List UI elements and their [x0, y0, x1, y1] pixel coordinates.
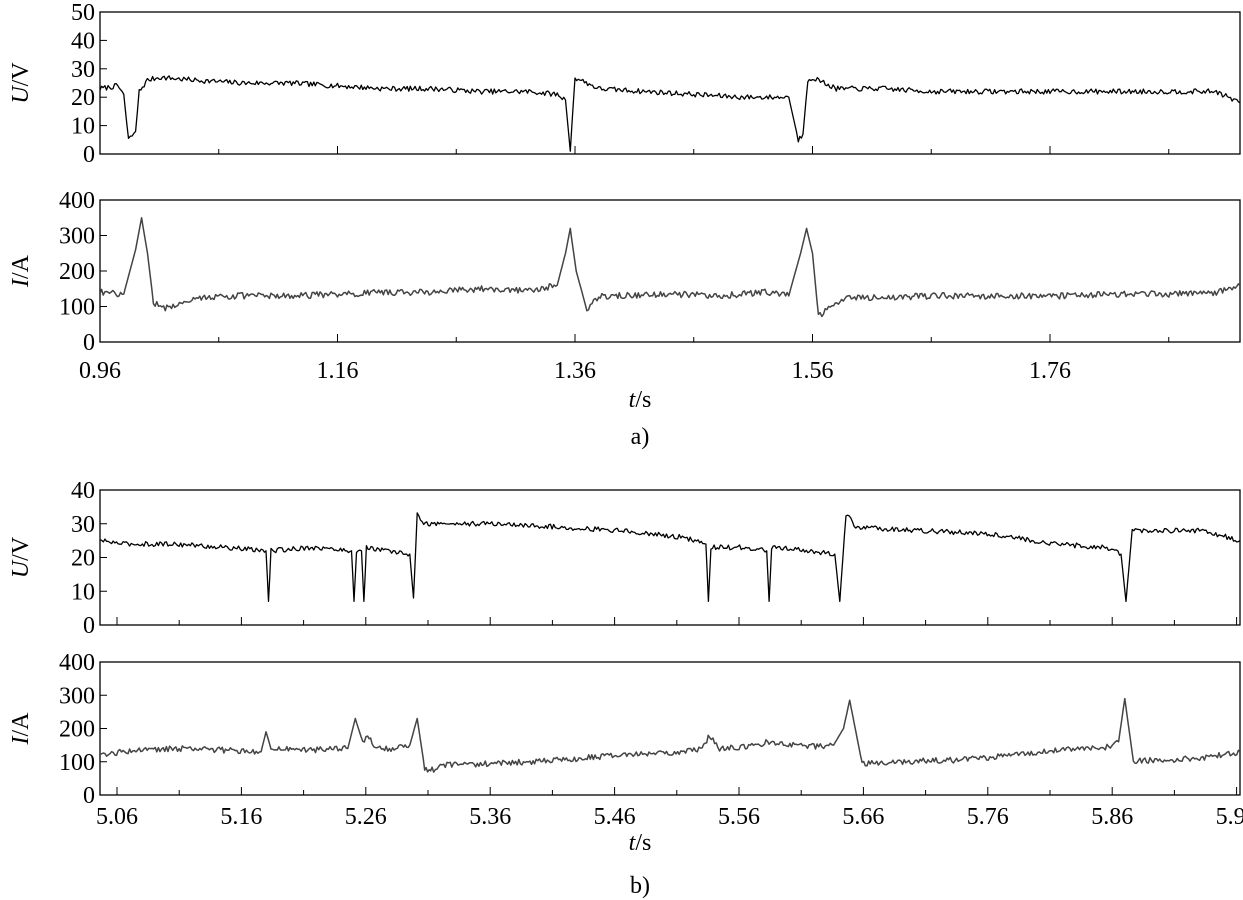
x-axis-label-unit: /s: [635, 387, 651, 413]
y-tick-label: 400: [59, 188, 95, 214]
x-tick-label: 5.16: [220, 804, 262, 830]
y-tick-label: 200: [59, 717, 95, 743]
y-axis-label-var: I: [8, 278, 34, 288]
y-axis-label-unit: /A: [8, 712, 34, 737]
y-tick-label: 10: [71, 579, 95, 605]
y-axis-label-var: I: [8, 736, 34, 746]
x-tick-label: 5.96: [1216, 804, 1243, 830]
x-tick-label: 1.16: [317, 358, 359, 384]
y-tick-label: 0: [83, 142, 95, 168]
x-tick-label: 0.96: [79, 358, 121, 384]
plot-b-current: 0 100 200 300 400 I/A: [8, 650, 1241, 809]
plot-frame: [99, 199, 1241, 343]
y-axis-label-unit: /A: [8, 254, 34, 279]
x-tick-label: 5.06: [96, 804, 138, 830]
y-tick-label: 30: [71, 512, 95, 538]
plot-frame: [99, 661, 1241, 796]
y-tick-label: 300: [59, 224, 95, 250]
x-tick-label: 5.26: [345, 804, 387, 830]
series-line: [100, 75, 1240, 152]
y-tick-label: 200: [59, 259, 95, 285]
y-tick-label: 0: [83, 613, 95, 639]
series-line: [100, 512, 1240, 603]
x-tick-label: 5.66: [842, 804, 884, 830]
x-axis-label: t/s: [629, 830, 652, 856]
x-axis-label-unit: /s: [635, 830, 651, 856]
y-axis-label: U/V: [8, 536, 34, 578]
y-tick-label: 50: [71, 0, 95, 26]
plot-a-current: 0 100 200 300 400 I/A: [8, 188, 1241, 356]
y-tick-label: 300: [59, 683, 95, 709]
x-axis-label-var: t: [629, 830, 637, 856]
y-tick-label: 0: [83, 330, 95, 356]
plot-frame: [99, 11, 1241, 155]
x-tick-label: 1.36: [554, 358, 596, 384]
y-tick-label: 20: [71, 546, 95, 572]
y-axis-label: I/A: [8, 254, 34, 288]
plot-b-voltage: 0 10 20 30 40 U/V: [8, 478, 1241, 639]
y-axis-label: U/V: [8, 62, 34, 104]
series-line: [100, 217, 1240, 318]
y-axis-label-unit: /V: [8, 62, 34, 87]
y-tick-label: 10: [71, 114, 95, 140]
y-tick-label: 20: [71, 85, 95, 111]
x-tick-label: 5.86: [1091, 804, 1133, 830]
panel-label: b): [630, 873, 650, 899]
x-axis-label: t/s: [629, 387, 652, 413]
y-tick-label: 30: [71, 57, 95, 83]
x-tick-label: 5.56: [718, 804, 760, 830]
y-tick-label: 100: [59, 750, 95, 776]
x-tick-label: 5.46: [594, 804, 636, 830]
y-tick-label: 400: [59, 650, 95, 676]
y-axis-label-var: U: [8, 559, 34, 578]
x-tick-label: 1.76: [1029, 358, 1071, 384]
panel-label: a): [631, 424, 650, 450]
y-tick-label: 40: [71, 28, 95, 54]
x-tick-label: 5.76: [967, 804, 1009, 830]
y-axis-label-unit: /V: [8, 536, 34, 561]
x-axis-label-var: t: [629, 387, 637, 413]
y-tick-label: 0: [83, 783, 95, 809]
y-tick-label: 40: [71, 478, 95, 504]
y-axis-label-var: U: [8, 85, 34, 104]
x-tick-label: 5.36: [469, 804, 511, 830]
series-line: [100, 697, 1240, 773]
x-tick-label: 1.56: [792, 358, 834, 384]
y-tick-label: 100: [59, 295, 95, 321]
y-axis-label: I/A: [8, 712, 34, 746]
